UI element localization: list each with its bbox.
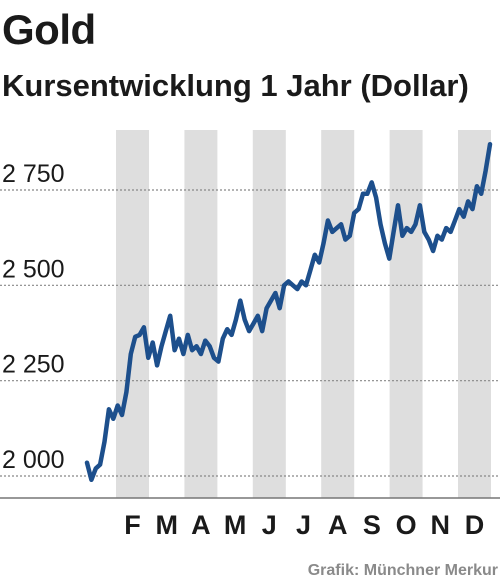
x-tick-label: S xyxy=(363,510,381,540)
y-axis-tick-labels: 2 000 2 250 2 500 2 750 xyxy=(2,160,65,474)
month-band xyxy=(458,130,491,498)
y-tick-label: 2 750 xyxy=(2,160,65,188)
chart-subtitle: Kursentwicklung 1 Jahr (Dollar) xyxy=(2,68,469,103)
y-tick-label: 2 000 xyxy=(2,446,65,474)
month-bands xyxy=(116,130,491,498)
x-tick-label: N xyxy=(431,510,451,540)
month-band xyxy=(321,130,355,498)
grid-lines xyxy=(0,189,500,477)
month-band xyxy=(389,130,423,498)
y-tick-label: 2 500 xyxy=(2,255,65,283)
x-axis-month-labels: FMAMJJASONDJ xyxy=(124,510,485,540)
x-tick-label: M xyxy=(155,510,178,540)
x-tick-label: O xyxy=(396,510,417,540)
x-tick-label: A xyxy=(328,510,348,540)
x-tick-label: J xyxy=(296,510,311,540)
x-tick-label: J xyxy=(262,510,277,540)
month-band xyxy=(184,130,218,498)
x-tick-label: D xyxy=(465,510,485,540)
x-tick-label: A xyxy=(191,510,211,540)
y-tick-label: 2 250 xyxy=(2,351,65,379)
series-line xyxy=(84,141,493,483)
x-tick-label: M xyxy=(224,510,247,540)
chart-title: Gold xyxy=(2,6,96,53)
x-tick-label: F xyxy=(124,510,141,540)
source-credit: Grafik: Münchner Merkur xyxy=(307,562,498,579)
series-lines xyxy=(84,141,493,483)
month-band xyxy=(116,130,149,498)
